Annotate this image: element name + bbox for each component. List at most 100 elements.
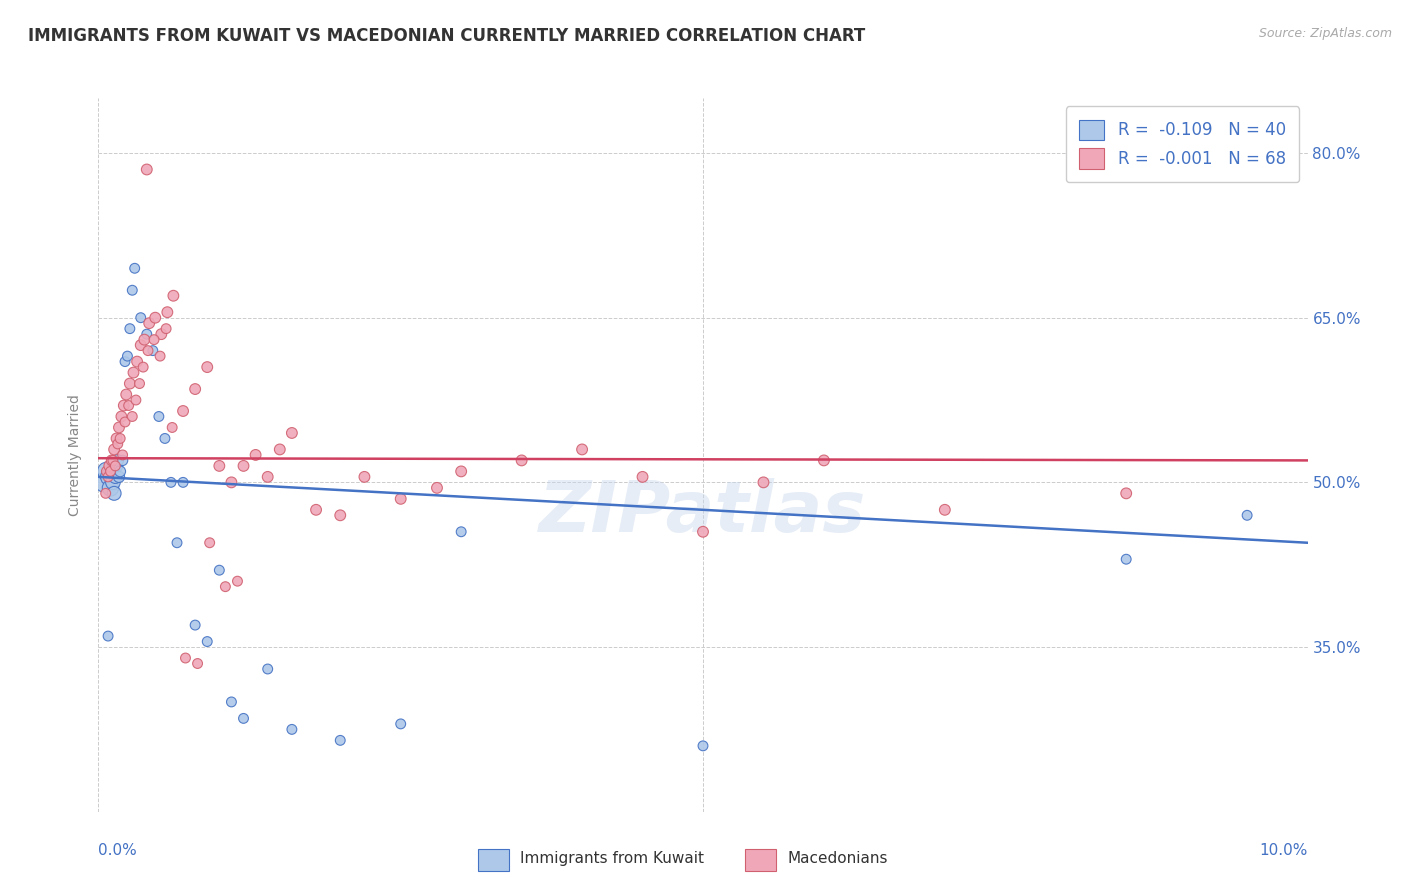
- Point: [105, 458, 128, 473]
- Point: [692, 739, 714, 753]
- Point: [103, 486, 125, 500]
- Point: [426, 481, 449, 495]
- Point: [121, 409, 143, 424]
- Point: [232, 458, 254, 473]
- Point: [100, 464, 122, 478]
- Point: [221, 695, 243, 709]
- Point: [108, 470, 131, 484]
- Point: [353, 470, 375, 484]
- Point: [269, 442, 291, 457]
- Point: [128, 376, 150, 391]
- Text: Macedonians: Macedonians: [787, 852, 887, 866]
- Point: [692, 524, 714, 539]
- Text: ZIPatlas: ZIPatlas: [540, 477, 866, 547]
- Point: [118, 321, 141, 335]
- Point: [160, 420, 183, 434]
- Point: [221, 475, 243, 490]
- Point: [232, 711, 254, 725]
- Point: [184, 618, 207, 632]
- Point: [105, 432, 128, 446]
- Point: [107, 437, 129, 451]
- Point: [129, 310, 152, 325]
- Point: [101, 453, 124, 467]
- Point: [115, 387, 138, 401]
- Point: [214, 580, 236, 594]
- Point: [160, 475, 183, 490]
- Point: [813, 453, 835, 467]
- Point: [571, 442, 593, 457]
- Point: [97, 470, 120, 484]
- Point: [134, 333, 156, 347]
- Point: [94, 486, 117, 500]
- Point: [114, 354, 136, 368]
- Point: [1115, 486, 1137, 500]
- Point: [96, 464, 118, 478]
- Point: [172, 404, 194, 418]
- Point: [150, 327, 173, 342]
- Point: [135, 162, 157, 177]
- Point: [135, 327, 157, 342]
- Point: [281, 723, 304, 737]
- Point: [934, 503, 956, 517]
- Point: [117, 349, 139, 363]
- Point: [256, 470, 278, 484]
- Y-axis label: Currently Married: Currently Married: [69, 394, 83, 516]
- Point: [389, 491, 412, 506]
- Point: [112, 399, 135, 413]
- Point: [118, 376, 141, 391]
- Point: [450, 524, 472, 539]
- Point: [245, 448, 267, 462]
- Point: [142, 343, 165, 358]
- Point: [100, 453, 122, 467]
- Point: [108, 464, 131, 478]
- Point: [118, 399, 141, 413]
- Point: [172, 475, 194, 490]
- Point: [162, 289, 184, 303]
- Point: [281, 425, 304, 440]
- Text: IMMIGRANTS FROM KUWAIT VS MACEDONIAN CURRENTLY MARRIED CORRELATION CHART: IMMIGRANTS FROM KUWAIT VS MACEDONIAN CUR…: [28, 27, 865, 45]
- Point: [195, 634, 218, 648]
- Point: [98, 458, 121, 473]
- Text: Immigrants from Kuwait: Immigrants from Kuwait: [520, 852, 704, 866]
- Point: [155, 321, 177, 335]
- Point: [149, 349, 172, 363]
- Point: [329, 733, 352, 747]
- Point: [100, 481, 122, 495]
- Point: [104, 470, 127, 484]
- Point: [97, 629, 120, 643]
- Point: [127, 354, 149, 368]
- Text: 0.0%: 0.0%: [98, 843, 138, 858]
- Point: [256, 662, 278, 676]
- Point: [329, 508, 352, 523]
- Point: [631, 470, 654, 484]
- Point: [153, 432, 176, 446]
- Point: [132, 360, 155, 375]
- Point: [104, 458, 127, 473]
- Point: [450, 464, 472, 478]
- Point: [138, 316, 160, 330]
- Point: [108, 432, 131, 446]
- Point: [108, 420, 131, 434]
- Point: [148, 409, 170, 424]
- Point: [101, 475, 124, 490]
- Point: [111, 448, 134, 462]
- Point: [143, 310, 166, 325]
- Point: [111, 453, 134, 467]
- Point: [752, 475, 775, 490]
- Point: [174, 651, 197, 665]
- Point: [166, 535, 188, 549]
- Point: [156, 305, 179, 319]
- Point: [143, 333, 166, 347]
- Point: [305, 503, 328, 517]
- Point: [136, 343, 159, 358]
- Point: [208, 563, 231, 577]
- Point: [124, 261, 146, 276]
- Point: [510, 453, 533, 467]
- Point: [1115, 552, 1137, 566]
- Point: [187, 657, 209, 671]
- Point: [121, 283, 143, 297]
- Point: [98, 470, 121, 484]
- Point: [107, 453, 129, 467]
- Point: [226, 574, 249, 589]
- Point: [198, 535, 221, 549]
